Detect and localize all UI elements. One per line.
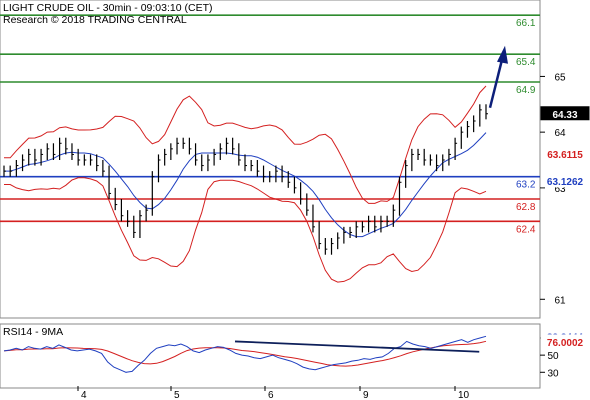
level-label-0: 66.1 (516, 18, 536, 29)
price-frame (0, 0, 541, 319)
y-tick-label-3: 61 (554, 295, 566, 306)
y-tick-label-0: 65 (554, 72, 566, 83)
price-tag-bg-2 (540, 173, 590, 188)
rsi-tag-bg-1 (540, 334, 590, 349)
price-layer: 66.1 65.4 64.9 63.2 62.8 62.4 (0, 14, 540, 283)
x-tick-label-0: 4 (81, 390, 87, 400)
x-tick-label-1: 5 (174, 390, 180, 400)
bollinger-upper (4, 85, 487, 204)
level-label-1: 65.4 (516, 57, 536, 68)
bollinger-lower (4, 177, 487, 283)
price-tag-2: 63.1262 (547, 177, 584, 188)
level-label-5: 62.4 (516, 224, 536, 235)
x-tick-label-2: 6 (268, 390, 274, 400)
rsi-trend-line (234, 340, 480, 353)
rsi-tag-1: 76.0002 (547, 338, 584, 349)
price-tag-1: 63.6115 (547, 150, 583, 161)
rsi-tick-label-2: 30 (547, 368, 559, 379)
price-tag-0: 64.33 (552, 110, 577, 121)
rsi-tick-label-1: 50 (547, 351, 559, 362)
x-tick-label-3: 9 (363, 390, 369, 400)
chart-subtitle: Research © 2018 TRADING CENTRAL (3, 14, 187, 26)
rsi-ma-line (3, 340, 487, 367)
forecast-arrow (488, 59, 504, 109)
x-tick-label-4: 10 (458, 390, 470, 400)
forecast-arrowhead (497, 45, 508, 64)
level-label-2: 64.9 (516, 85, 536, 96)
level-label-4: 62.8 (516, 202, 536, 213)
rsi-line (3, 335, 487, 373)
rsi-layer (3, 335, 487, 373)
price-tag-bg-0 (540, 106, 590, 121)
y-tick-label-2: 63 (554, 184, 566, 195)
chart-title: LIGHT CRUDE OIL - 30min - 09:03:10 (CET) (3, 2, 212, 14)
rsi-title: RSI14 - 9MA (3, 326, 63, 338)
rsi-frame (0, 323, 541, 389)
y-tick-label-1: 64 (554, 128, 566, 139)
price-tag-bg-1 (540, 146, 590, 161)
level-label-3: 63.2 (516, 180, 536, 191)
axis-layer: 6564636164.3363.611563.126270503083.3444… (77, 72, 590, 400)
